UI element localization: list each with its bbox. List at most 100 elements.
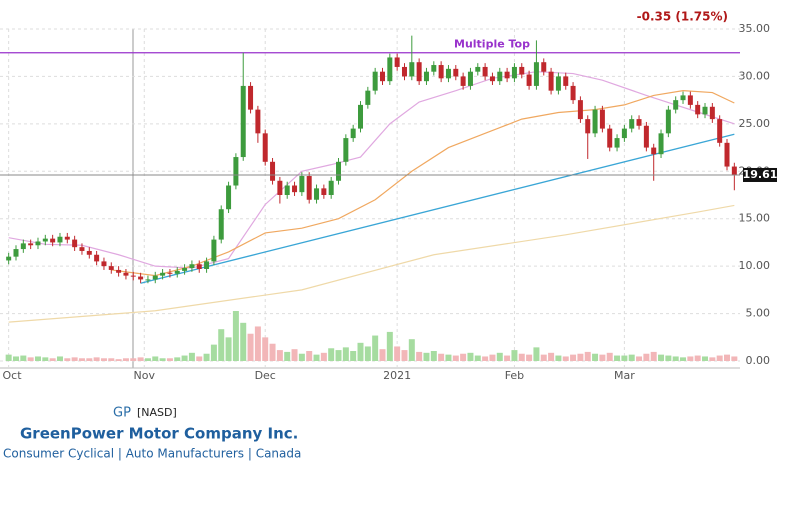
candle-body (372, 71, 378, 91)
volume-bar (628, 354, 635, 361)
candle-body (599, 109, 605, 129)
volume-bar (328, 348, 335, 361)
volume-bar (489, 354, 496, 361)
volume-bar (665, 355, 672, 361)
candle-body (717, 119, 723, 143)
volume-bar (108, 358, 115, 361)
trendline (140, 133, 735, 284)
volume-bar (526, 354, 533, 361)
volume-bar (687, 356, 694, 361)
volume-bar (284, 351, 291, 361)
candle-body (116, 269, 122, 273)
candle-body (233, 157, 239, 186)
volume-bar (93, 357, 100, 361)
volume-bar (518, 353, 525, 361)
x-tick-label: 2021 (383, 369, 411, 382)
volume-bar (621, 355, 628, 361)
candle-body (423, 71, 429, 82)
candle-body (211, 239, 217, 262)
candle-body (248, 85, 254, 110)
volume-bar (731, 356, 738, 361)
volume-bar (467, 352, 474, 361)
volume-bar (159, 358, 166, 361)
candle-body (585, 119, 591, 134)
candle-body (438, 65, 444, 79)
volume-bar (577, 353, 584, 361)
candle-body (35, 241, 41, 246)
candle-body (475, 66, 481, 72)
volume-bar (496, 352, 503, 361)
candle-body (401, 66, 407, 77)
volume-bar (394, 346, 401, 361)
candle-body (453, 68, 459, 77)
volume-bar (78, 358, 85, 361)
volume-bar (115, 359, 122, 361)
candle-body (86, 250, 92, 255)
candle-body (50, 238, 56, 243)
volume-bar (636, 356, 643, 361)
candle-body (240, 85, 246, 158)
candle-body (570, 85, 576, 101)
candle-body (709, 106, 715, 120)
last-price-tag (743, 167, 777, 182)
company-name: GreenPower Motor Company Inc. (20, 425, 298, 443)
volume-bar (709, 357, 716, 361)
exchange: [NASD] (137, 406, 177, 419)
volume-bar (562, 356, 569, 361)
candle-body (152, 275, 158, 280)
candle-body (262, 133, 268, 162)
candle-body (13, 249, 19, 257)
volume-bar (350, 351, 357, 361)
volume-bar (599, 354, 606, 361)
volume-bar (137, 357, 144, 361)
volume-bar (188, 352, 195, 361)
volume-bar (643, 353, 650, 361)
sector: Consumer Cyclical | Auto Manufacturers |… (3, 447, 301, 461)
volume-bar (372, 335, 379, 361)
candle-body (680, 95, 686, 101)
candle-body (431, 65, 437, 72)
volume-bar (122, 358, 129, 361)
volume-bar (34, 356, 41, 361)
candle-body (336, 161, 342, 181)
volume-bar (379, 349, 386, 361)
candle-body (555, 76, 561, 91)
volume-bar (27, 357, 34, 361)
candle-body (20, 243, 26, 250)
candle-body (467, 71, 473, 86)
volume-bar (240, 322, 247, 361)
candle-body (167, 272, 173, 274)
volume-bar (555, 355, 562, 361)
volume-bar (12, 356, 19, 361)
candle-body (145, 279, 151, 281)
candle-body (174, 270, 180, 274)
volume-bar (42, 357, 49, 361)
candle-body (101, 261, 107, 267)
candle-body (563, 76, 569, 86)
candle-body (108, 266, 114, 270)
candle-body (577, 100, 583, 120)
candle-body (460, 76, 466, 86)
candle-body (365, 90, 371, 105)
y-tick-label: 15.00 (739, 212, 771, 225)
y-tick-label: 10.00 (739, 259, 771, 272)
volume-bar (584, 351, 591, 361)
candle-body (270, 161, 276, 181)
candle-body (394, 57, 400, 67)
volume-bar (474, 355, 481, 361)
candle-body (299, 176, 305, 193)
volume-bar (716, 355, 723, 361)
volume-bar (504, 355, 511, 361)
candle-body (533, 62, 539, 86)
candle-body (651, 147, 657, 155)
candle-body (42, 238, 48, 242)
candle-body (189, 264, 195, 269)
candle-body (526, 74, 532, 86)
volume-bar (650, 351, 657, 361)
volume-bar (174, 357, 181, 361)
x-tick-label: Dec (255, 369, 276, 382)
y-tick-label: 25.00 (739, 117, 771, 130)
candle-body (519, 66, 525, 75)
